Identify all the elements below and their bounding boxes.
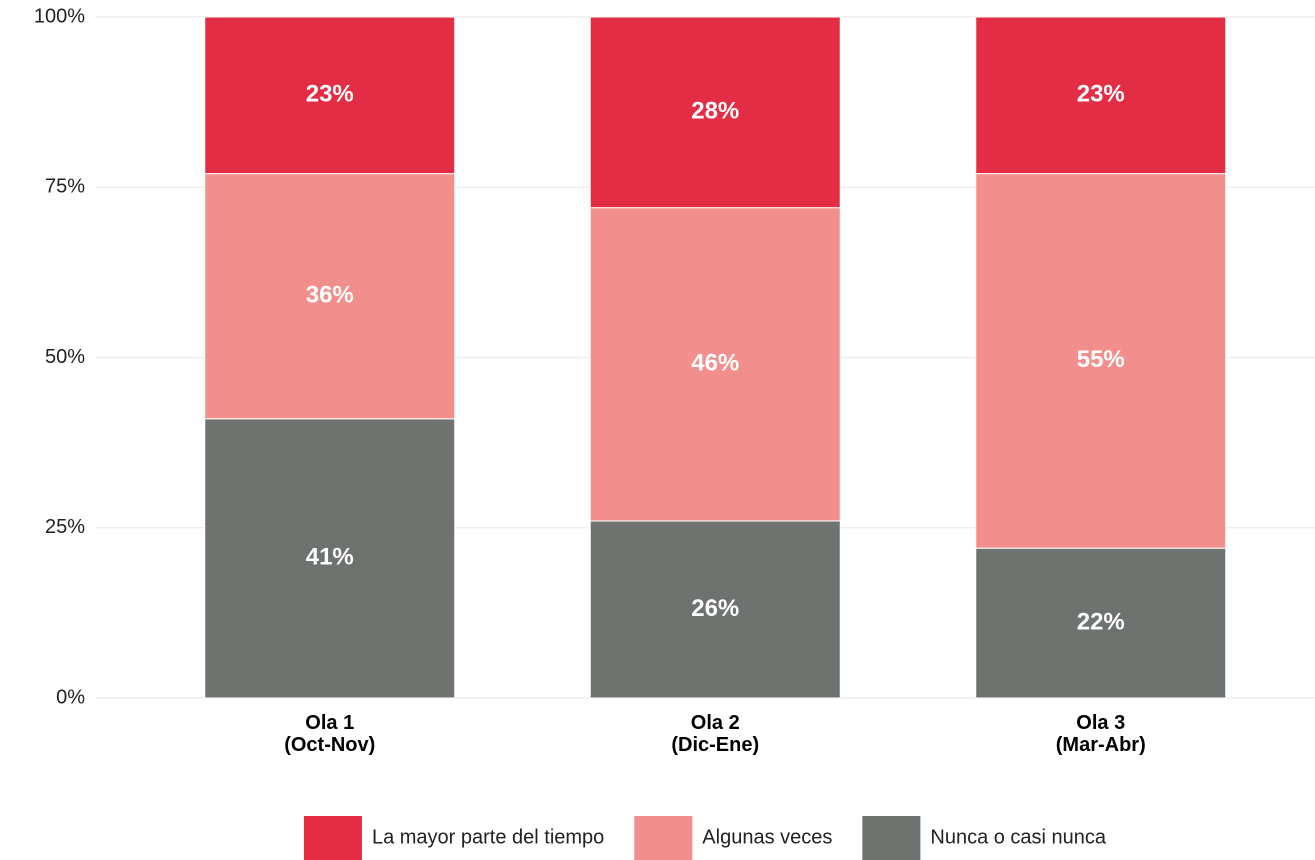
- legend-label: La mayor parte del tiempo: [372, 826, 604, 848]
- data-label: 22%: [1077, 608, 1125, 635]
- legend-swatch: [634, 816, 693, 860]
- data-label: 23%: [306, 81, 354, 108]
- y-tick-label: 75%: [45, 176, 85, 198]
- x-tick-label: Ola 3 (Mar-Abr): [1055, 712, 1146, 756]
- legend-label: Algunas veces: [702, 826, 832, 848]
- data-label: 28%: [691, 98, 739, 125]
- y-tick-label: 100%: [34, 5, 85, 27]
- y-tick-label: 0%: [56, 686, 85, 708]
- bar-segment: [975, 16, 1227, 175]
- data-label: 46%: [691, 350, 739, 377]
- data-label: 55%: [1077, 346, 1125, 373]
- data-label: 26%: [691, 595, 739, 622]
- x-tick-label: Ola 1 (Oct-Nov): [284, 712, 376, 756]
- legend-swatch: [862, 816, 921, 860]
- legend-label: Nunca o casi nunca: [930, 826, 1107, 848]
- bar-segment: [589, 207, 841, 522]
- bar-segment: [975, 547, 1227, 699]
- y-tick-label: 50%: [45, 346, 85, 368]
- data-label: 41%: [306, 544, 354, 571]
- bar-segment: [204, 418, 456, 699]
- legend-swatch: [303, 816, 362, 860]
- x-tick-label: Ola 2 (Dic-Ene): [671, 712, 760, 756]
- bar-segment: [204, 16, 456, 175]
- data-label: 36%: [306, 282, 354, 309]
- data-label: 23%: [1077, 81, 1125, 108]
- bar-segment: [589, 16, 841, 209]
- y-tick-label: 25%: [45, 516, 85, 538]
- bar-segment: [975, 173, 1227, 549]
- bar-segment: [589, 520, 841, 699]
